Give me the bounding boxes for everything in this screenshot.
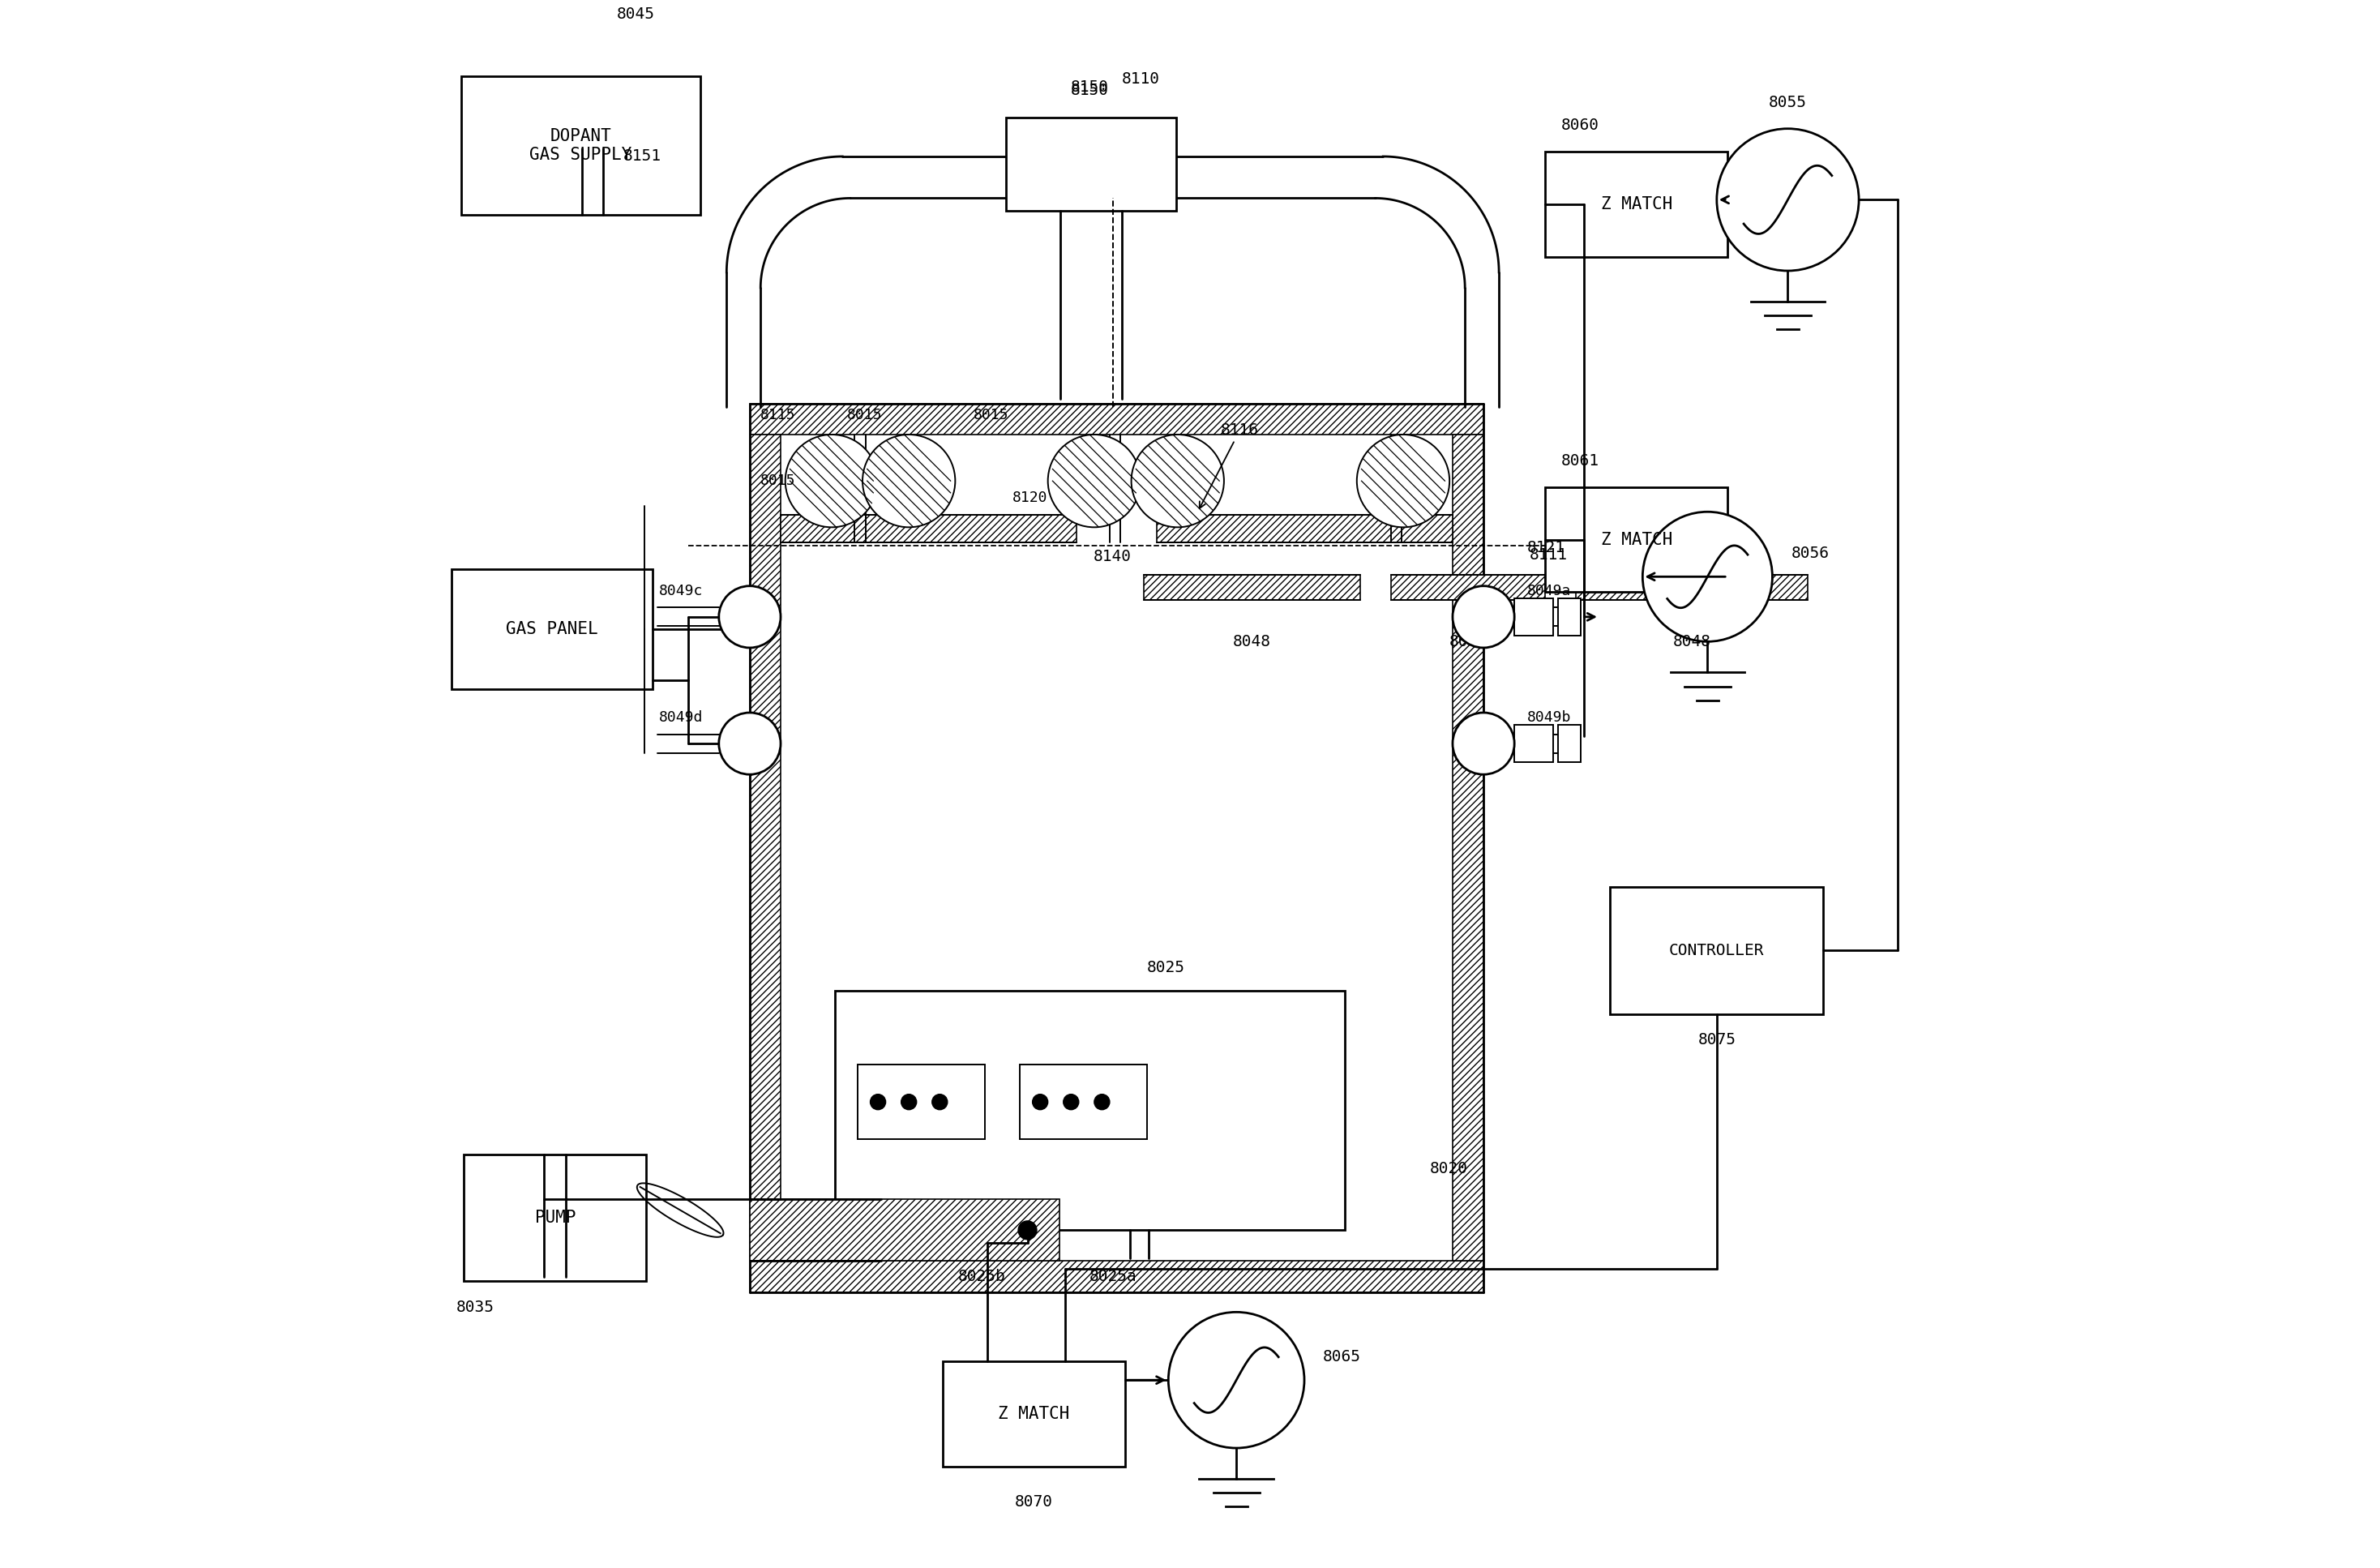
Text: GAS PANEL: GAS PANEL <box>507 621 597 637</box>
Bar <box>750 403 1483 434</box>
Text: 8061: 8061 <box>1561 453 1599 469</box>
Circle shape <box>1130 434 1223 527</box>
Bar <box>942 1361 1126 1466</box>
Circle shape <box>1169 1312 1304 1447</box>
Text: 8140: 8140 <box>1095 549 1133 564</box>
Bar <box>1514 599 1554 635</box>
Circle shape <box>1095 1094 1109 1110</box>
Text: 8150: 8150 <box>1071 83 1109 97</box>
Text: CONTROLLER: CONTROLLER <box>1668 942 1764 958</box>
Text: 8015: 8015 <box>847 408 883 422</box>
Bar <box>1576 575 1809 601</box>
Circle shape <box>1033 1094 1047 1110</box>
Text: 8056: 8056 <box>1790 546 1828 561</box>
Bar <box>462 77 700 215</box>
Text: 8116: 8116 <box>1200 422 1259 508</box>
Bar <box>750 403 1483 1292</box>
Circle shape <box>1642 511 1773 641</box>
Bar <box>1545 152 1728 257</box>
Text: 8025a: 8025a <box>1090 1269 1138 1284</box>
Circle shape <box>1357 434 1449 527</box>
Circle shape <box>902 1094 916 1110</box>
Text: Z MATCH: Z MATCH <box>997 1406 1069 1422</box>
Text: 8035: 8035 <box>457 1300 495 1316</box>
Text: 8015: 8015 <box>973 408 1009 422</box>
Bar <box>1611 887 1823 1014</box>
Bar <box>750 1261 1483 1292</box>
Text: 8049a: 8049a <box>1526 583 1571 599</box>
Bar <box>1514 724 1554 762</box>
Text: DOPANT
GAS SUPPLY: DOPANT GAS SUPPLY <box>528 129 631 163</box>
Bar <box>464 1154 647 1281</box>
Bar <box>1452 434 1483 1261</box>
Text: 8151: 8151 <box>624 149 662 165</box>
Circle shape <box>933 1094 947 1110</box>
Bar <box>1557 724 1580 762</box>
Circle shape <box>719 712 781 775</box>
Circle shape <box>862 434 954 527</box>
Circle shape <box>1452 586 1514 648</box>
Text: Z MATCH: Z MATCH <box>1602 532 1673 547</box>
Text: 8049d: 8049d <box>659 710 704 724</box>
Text: 8048: 8048 <box>1673 633 1711 649</box>
Circle shape <box>719 586 781 648</box>
Text: 8025b: 8025b <box>957 1269 1004 1284</box>
Text: Z MATCH: Z MATCH <box>1602 196 1673 212</box>
Bar <box>1557 599 1580 635</box>
Bar <box>764 198 1461 406</box>
Text: PUMP: PUMP <box>536 1210 576 1226</box>
Bar <box>452 569 652 690</box>
Text: 8025: 8025 <box>1147 960 1185 975</box>
Bar <box>750 1200 1059 1261</box>
Bar <box>1007 118 1176 210</box>
Bar <box>750 434 781 1261</box>
Text: 8055: 8055 <box>1768 94 1806 110</box>
Circle shape <box>785 434 878 527</box>
Bar <box>857 1065 985 1138</box>
Text: 8110: 8110 <box>1121 72 1159 86</box>
Text: 8075: 8075 <box>1697 1032 1735 1047</box>
Bar <box>781 514 1076 543</box>
Text: 8150: 8150 <box>1071 80 1109 94</box>
Text: 8045: 8045 <box>616 6 654 22</box>
Text: 8049b: 8049b <box>1526 710 1571 724</box>
Text: 8120: 8120 <box>1012 491 1047 505</box>
Text: 8048: 8048 <box>1449 633 1488 649</box>
Circle shape <box>1452 712 1514 775</box>
Text: 8060: 8060 <box>1561 118 1599 133</box>
Circle shape <box>1716 129 1859 271</box>
Text: 8015: 8015 <box>762 474 795 488</box>
Bar <box>1545 488 1728 593</box>
Circle shape <box>1047 434 1140 527</box>
Bar <box>1157 514 1452 543</box>
Text: 8111: 8111 <box>1530 547 1568 563</box>
Circle shape <box>1019 1221 1038 1239</box>
Text: 8049c: 8049c <box>659 583 704 599</box>
Bar <box>1021 1065 1147 1138</box>
Text: 8048: 8048 <box>1233 633 1271 649</box>
Circle shape <box>1064 1094 1078 1110</box>
Text: 8065: 8065 <box>1323 1348 1361 1364</box>
Text: 8115: 8115 <box>762 408 795 422</box>
Text: 8020: 8020 <box>1430 1160 1468 1176</box>
Text: 8070: 8070 <box>1014 1494 1052 1510</box>
Bar <box>1145 575 1359 601</box>
Text: 8121: 8121 <box>1526 539 1564 555</box>
Bar <box>1390 575 1545 601</box>
Bar <box>835 991 1345 1231</box>
Circle shape <box>871 1094 885 1110</box>
